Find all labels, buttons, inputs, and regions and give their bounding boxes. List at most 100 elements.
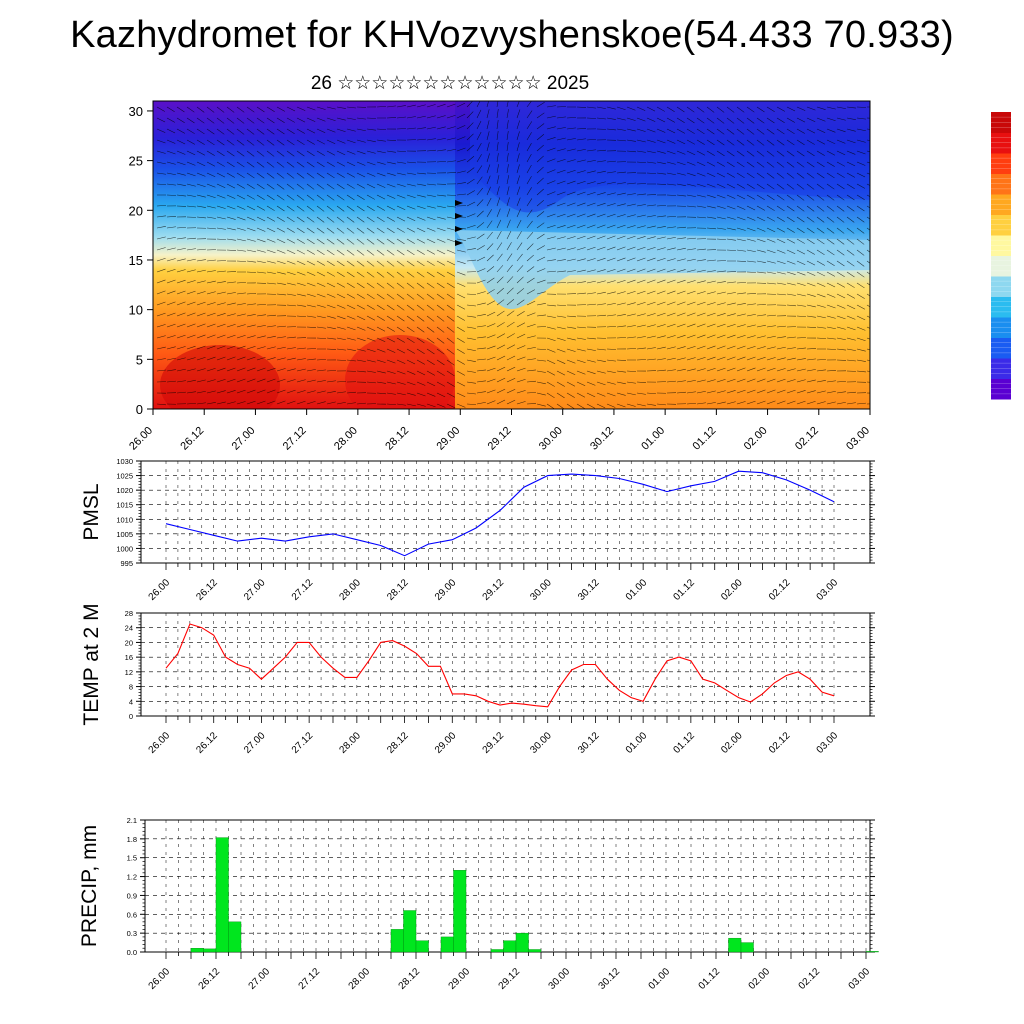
wind-barb: [186, 205, 196, 208]
wind-barb: [696, 368, 706, 372]
wind-barb: [346, 172, 356, 178]
wind-barb: [696, 402, 706, 405]
wind-barb: [216, 194, 226, 199]
wind-barb: [516, 311, 525, 317]
y-tick-label: 1005: [116, 530, 133, 539]
colorbar-segment: [991, 132, 1011, 154]
wind-barb: [636, 150, 646, 153]
wind-barb: [616, 302, 626, 306]
wind-barb: [706, 323, 716, 328]
wind-barb: [656, 335, 666, 339]
wind-barb: [776, 293, 786, 296]
wind-barb: [326, 370, 336, 372]
wind-barb: [426, 271, 435, 278]
wind-barb: [386, 304, 395, 311]
wind-barb: [766, 389, 776, 394]
wind-barb: [726, 106, 735, 113]
wind-barb: [526, 232, 534, 240]
wind-barb: [196, 334, 206, 339]
wind-barb: [676, 279, 686, 284]
wind-barb: [576, 202, 586, 207]
wind-barb: [566, 180, 576, 185]
wind-barb: [386, 326, 395, 332]
wind-barb: [796, 227, 805, 234]
wind-barb: [726, 302, 736, 306]
wind-barb: [616, 403, 626, 408]
wind-barb: [346, 150, 356, 155]
wind-barb: [216, 117, 225, 124]
wind-barb: [756, 227, 766, 232]
wind-barb: [616, 392, 626, 396]
wind-barb: [816, 337, 826, 339]
wind-barb: [426, 403, 436, 408]
colorbar-segment: [991, 255, 1011, 277]
wind-barb: [336, 194, 345, 201]
wind-barb: [806, 348, 816, 350]
wind-barb: [766, 357, 776, 361]
chart-subtitle: 26 ☆☆☆☆☆☆☆☆☆☆☆☆ 2025: [310, 73, 590, 94]
wind-barb: [356, 402, 366, 405]
wind-barb: [786, 106, 796, 112]
wind-barb: [316, 194, 325, 201]
wind-barb: [636, 359, 647, 361]
wind-barb: [706, 402, 716, 405]
wind-barb: [206, 161, 216, 167]
wind-barb: [816, 249, 825, 256]
wind-barb: [796, 194, 805, 201]
wind-barb: [866, 337, 870, 340]
wind-barb: [356, 271, 365, 278]
wind-barb: [556, 304, 566, 307]
wind-barb: [756, 183, 765, 190]
wind-barb: [366, 183, 376, 189]
heatmap-warm-core-1: [160, 345, 280, 409]
wind-barb: [816, 227, 825, 234]
wind-barb: [566, 148, 576, 152]
wind-barb: [636, 128, 646, 132]
wind-barb: [616, 381, 626, 385]
wind-barb: [306, 260, 316, 266]
wind-barb: [246, 324, 256, 328]
wind-barb: [486, 220, 493, 229]
wind-barb: [506, 175, 510, 185]
wind-barb: [466, 403, 476, 405]
wind-barb: [626, 403, 636, 407]
wind-barb: [266, 282, 276, 285]
wind-barb: [206, 312, 216, 317]
wind-barb: [516, 401, 526, 405]
wind-barb: [846, 271, 855, 278]
wind-barb: [866, 117, 870, 119]
wind-barb: [156, 358, 166, 361]
wind-barb: [456, 170, 466, 174]
wind-barb: [596, 170, 606, 174]
wind-barb: [606, 370, 616, 374]
wind-barb: [596, 106, 606, 109]
wind-barb: [796, 128, 805, 134]
wind-barb: [186, 128, 195, 134]
wind-barb: [646, 106, 656, 112]
wind-barb: [456, 182, 466, 185]
x-tick-label: 29.00: [447, 966, 473, 992]
wind-barb: [536, 359, 546, 362]
precip-bar: [865, 951, 879, 953]
wind-barb: [466, 133, 474, 141]
wind-barb: [246, 293, 256, 295]
panel-frame: [140, 612, 871, 717]
wind-barb: [346, 139, 356, 144]
wind-barb: [546, 147, 556, 152]
wind-barb: [856, 227, 865, 234]
wind-barb: [206, 270, 216, 273]
wind-barb: [336, 161, 346, 167]
wind-barb: [776, 368, 786, 372]
wind-barb: [666, 183, 676, 186]
wind-barb: [236, 249, 246, 252]
wind-barb: [676, 301, 686, 306]
wind-barb: [706, 280, 716, 284]
wind-barb: [586, 213, 596, 218]
wind-barb: [846, 326, 856, 331]
wind-barb: [726, 205, 736, 210]
wind-barb: [176, 380, 186, 383]
wind-barb: [806, 216, 815, 223]
wind-barb: [336, 249, 345, 256]
wind-barb: [726, 390, 736, 394]
wind-barb: [456, 293, 466, 299]
